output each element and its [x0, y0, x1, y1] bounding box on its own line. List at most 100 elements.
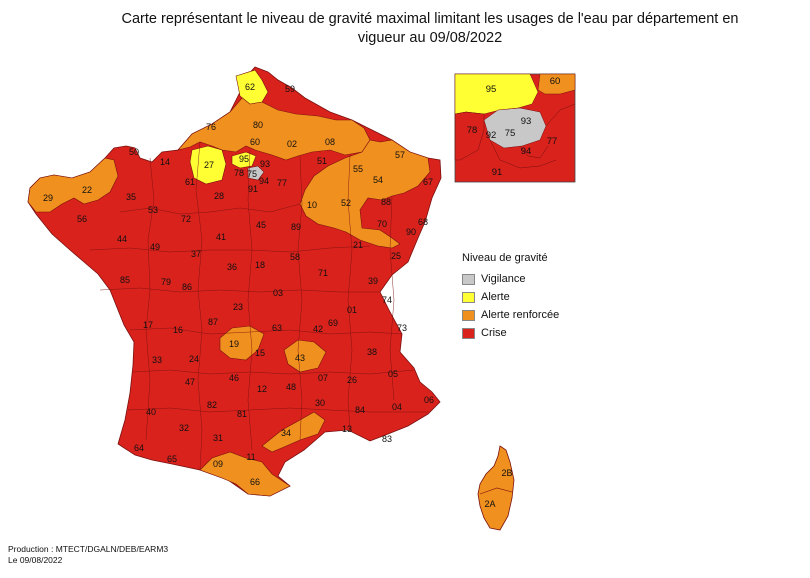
dept-label-91: 91: [248, 184, 258, 194]
legend-item-vigilance: Vigilance: [462, 270, 632, 288]
dept-label-83: 83: [382, 434, 392, 444]
inset-dept-label-75: 75: [505, 128, 516, 139]
dept-label-49: 49: [150, 242, 160, 252]
dept-label-65: 65: [167, 454, 177, 464]
dept-label-07: 07: [318, 373, 328, 383]
dept-label-54: 54: [373, 175, 383, 185]
dept-label-31: 31: [213, 433, 223, 443]
legend-label: Alerte renforcée: [481, 309, 560, 321]
dept-label-84: 84: [355, 405, 365, 415]
dept-label-13: 13: [342, 424, 352, 434]
zone-champagne-lorraine: [299, 139, 431, 249]
legend-label: Crise: [481, 327, 507, 339]
dept-label-58: 58: [290, 252, 300, 262]
dept-label-52: 52: [341, 198, 351, 208]
footer-credits: Production : MTECT/DGALN/DEB/EARM3 Le 09…: [8, 544, 168, 566]
dept-label-26: 26: [347, 375, 357, 385]
dept-label-44: 44: [117, 234, 127, 244]
dept-label-14: 14: [160, 157, 170, 167]
dept-label-61: 61: [185, 177, 195, 187]
dept-label-73: 73: [397, 323, 407, 333]
dept-label-81: 81: [237, 409, 247, 419]
dept-label-43: 43: [295, 353, 305, 363]
dept-label-48: 48: [286, 382, 296, 392]
dept-label-86: 86: [182, 282, 192, 292]
footer-date: Le 09/08/2022: [8, 555, 63, 565]
dept-label-19: 19: [229, 339, 239, 349]
dept-label-15: 15: [255, 348, 265, 358]
legend-swatch: [462, 309, 475, 321]
inset-dept-label-60: 60: [550, 76, 561, 87]
dept-label-77: 77: [277, 178, 287, 188]
dept-label-2B: 2B: [501, 468, 512, 478]
zone-herault: [261, 411, 326, 453]
dept-label-23: 23: [233, 302, 243, 312]
zone-paris-petite-couronne: [247, 165, 265, 181]
inset-dept-label-93: 93: [521, 116, 532, 127]
zone-correze: [219, 325, 265, 361]
dept-label-87: 87: [208, 317, 218, 327]
dept-label-67: 67: [423, 177, 433, 187]
dept-label-85: 85: [120, 275, 130, 285]
dept-label-79: 79: [161, 277, 171, 287]
dept-label-69: 69: [328, 318, 338, 328]
legend-swatch: [462, 273, 475, 285]
dept-label-05: 05: [388, 369, 398, 379]
legend-label: Vigilance: [481, 273, 526, 285]
legend-swatch: [462, 291, 475, 303]
dept-label-93: 93: [260, 159, 270, 169]
dept-label-56: 56: [77, 214, 87, 224]
dept-label-08: 08: [325, 137, 335, 147]
dept-label-62: 62: [245, 82, 255, 92]
dept-label-70: 70: [377, 219, 387, 229]
dept-label-29: 29: [43, 193, 53, 203]
dept-label-16: 16: [173, 325, 183, 335]
inset-dept-label-77: 77: [547, 136, 558, 147]
idf-inset: [454, 73, 576, 183]
dept-label-34: 34: [281, 428, 291, 438]
inset-dept-label-95: 95: [486, 84, 497, 95]
dept-label-53: 53: [148, 205, 158, 215]
dept-label-06: 06: [424, 395, 434, 405]
dept-label-78: 78: [234, 168, 244, 178]
dept-label-59: 59: [285, 84, 295, 94]
dept-label-22: 22: [82, 185, 92, 195]
dept-label-32: 32: [179, 423, 189, 433]
dept-label-68: 68: [418, 217, 428, 227]
dept-label-04: 04: [392, 402, 402, 412]
legend-swatch: [462, 327, 475, 339]
dept-label-02: 02: [287, 139, 297, 149]
dept-label-55: 55: [353, 164, 363, 174]
dept-label-33: 33: [152, 355, 162, 365]
dept-label-80: 80: [253, 120, 263, 130]
dept-label-25: 25: [391, 251, 401, 261]
dept-label-60: 60: [250, 137, 260, 147]
dept-label-36: 36: [227, 262, 237, 272]
dept-label-76: 76: [206, 122, 216, 132]
dept-label-45: 45: [256, 220, 266, 230]
footer-production: Production : MTECT/DGALN/DEB/EARM3: [8, 544, 169, 554]
legend-item-crise: Crise: [462, 324, 632, 342]
zone-ariege-pyrenees-or: [199, 451, 291, 497]
dept-label-30: 30: [315, 398, 325, 408]
dept-label-66: 66: [250, 477, 260, 487]
dept-label-35: 35: [126, 192, 136, 202]
dept-label-47: 47: [185, 377, 195, 387]
dept-label-12: 12: [257, 384, 267, 394]
inset-dept-label-91: 91: [492, 167, 503, 178]
dept-label-28: 28: [214, 191, 224, 201]
dept-label-10: 10: [307, 200, 317, 210]
dept-label-09: 09: [213, 459, 223, 469]
legend-title: Niveau de gravité: [462, 252, 548, 264]
dept-label-03: 03: [273, 288, 283, 298]
dept-label-38: 38: [367, 347, 377, 357]
dept-label-11: 11: [246, 452, 255, 462]
dept-label-2A: 2A: [484, 499, 495, 509]
inset-dept-label-94: 94: [521, 146, 532, 157]
dept-label-51: 51: [317, 156, 327, 166]
dept-label-57: 57: [395, 150, 405, 160]
dept-label-41: 41: [216, 232, 226, 242]
dept-label-90: 90: [406, 227, 416, 237]
